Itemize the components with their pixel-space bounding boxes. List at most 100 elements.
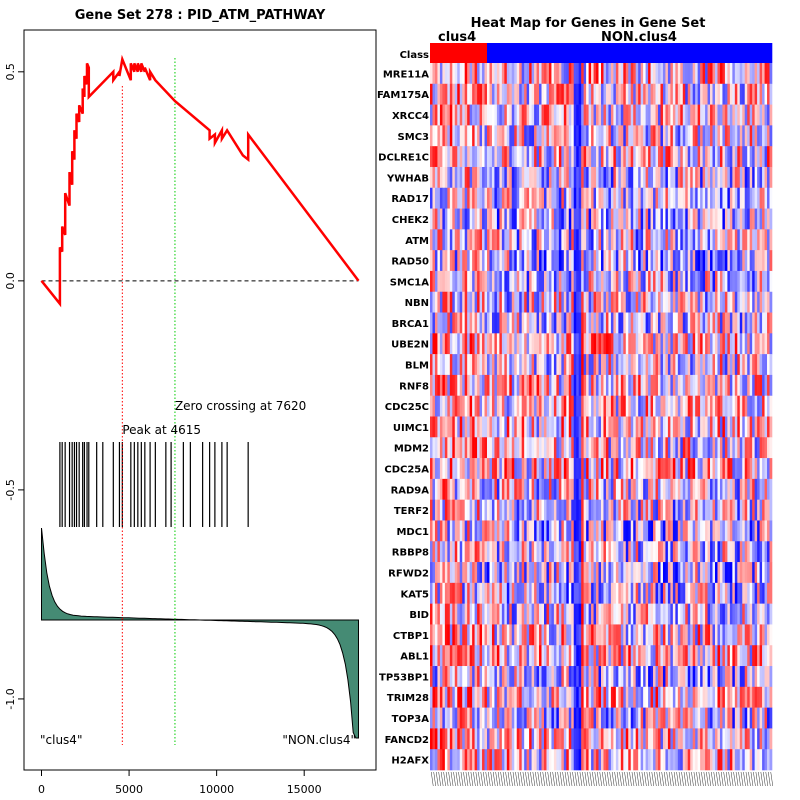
- heatmap-cell: [628, 686, 632, 708]
- heatmap-cell: [739, 499, 743, 521]
- heatmap-cell: [601, 686, 604, 708]
- heatmap-cell: [511, 541, 515, 563]
- heatmap-cell: [633, 582, 636, 604]
- heatmap-cell: [509, 520, 513, 542]
- heatmap-cell: [680, 187, 684, 209]
- heatmap-cell: [705, 749, 708, 771]
- heatmap-cell: [620, 250, 624, 272]
- heatmap-cell: [449, 104, 453, 126]
- heatmap-cell: [660, 312, 664, 334]
- heatmap-cell: [655, 499, 659, 521]
- heatmap-cell: [598, 624, 602, 646]
- heatmap-cell: [553, 624, 557, 646]
- heatmap-cell: [729, 333, 733, 355]
- heatmap-cell: [504, 686, 508, 708]
- heatmap-cell: [596, 686, 599, 708]
- heatmap-cell: [697, 603, 701, 625]
- heatmap-cell: [712, 187, 716, 209]
- heatmap-cell: [484, 624, 488, 646]
- heatmap-cell: [658, 478, 661, 500]
- heatmap-cell: [620, 229, 624, 251]
- heatmap-cell: [469, 187, 473, 209]
- heatmap-cell: [449, 499, 453, 521]
- heatmap-cell: [576, 666, 579, 688]
- heatmap-cell: [596, 624, 599, 646]
- heatmap-cell: [519, 728, 522, 750]
- heatmap-cell: [685, 666, 689, 688]
- heatmap-cell: [662, 395, 666, 417]
- heatmap-cell: [452, 395, 456, 417]
- heatmap-cell: [623, 250, 627, 272]
- heatmap-cell: [504, 749, 508, 771]
- heatmap-cell: [715, 499, 718, 521]
- heatmap-cell: [662, 666, 666, 688]
- heatmap-cell: [630, 166, 634, 189]
- heatmap-cell: [630, 146, 634, 168]
- heatmap-cell: [752, 666, 755, 688]
- heatmap-cell: [715, 749, 718, 771]
- heatmap-cell: [430, 374, 433, 396]
- heatmap-cell: [620, 499, 624, 521]
- heatmap-cell: [752, 603, 755, 625]
- heatmap-cell: [521, 666, 525, 688]
- sample-tick: [701, 771, 704, 787]
- heatmap-cell: [702, 666, 706, 688]
- heatmap-cell: [715, 645, 718, 667]
- heatmap-cell: [454, 520, 458, 542]
- heatmap-cell: [494, 707, 498, 729]
- gene-label: H2AFX: [391, 756, 429, 767]
- heatmap-cell: [598, 63, 602, 85]
- heatmap-cell: [531, 354, 535, 376]
- heatmap-cell: [474, 582, 478, 604]
- heatmap-cell: [496, 166, 500, 189]
- heatmap-cell: [767, 562, 770, 584]
- heatmap-cell: [467, 728, 470, 750]
- heatmap-cell: [496, 458, 500, 480]
- heatmap-cell: [534, 749, 537, 771]
- heatmap-cell: [754, 562, 758, 584]
- heatmap-cell: [551, 416, 555, 438]
- heatmap-cell: [665, 291, 669, 313]
- heatmap-cell: [444, 83, 448, 105]
- heatmap-cell: [526, 520, 530, 542]
- heatmap-cell: [650, 250, 654, 272]
- heatmap-cell: [640, 728, 644, 750]
- heatmap-cell: [675, 312, 679, 334]
- heatmap-cell: [697, 437, 701, 459]
- heatmap-cell: [534, 603, 537, 625]
- gene-label: TERF2: [394, 506, 429, 517]
- heatmap-cell: [677, 499, 681, 521]
- gene-label: NBN: [405, 298, 429, 309]
- sample-tick: [492, 771, 496, 787]
- heatmap-cell: [630, 187, 634, 209]
- heatmap-cell: [729, 499, 733, 521]
- heatmap-cell: [544, 707, 547, 729]
- heatmap-cell: [494, 666, 498, 688]
- heatmap-cell: [764, 728, 768, 750]
- heatmap-cell: [613, 250, 617, 272]
- heatmap-cell: [472, 749, 475, 771]
- heatmap-cell: [764, 582, 768, 604]
- heatmap-cell: [707, 229, 711, 251]
- heatmap-cell: [487, 166, 490, 189]
- heatmap-cell: [672, 707, 676, 729]
- heatmap-cell: [623, 229, 627, 251]
- heatmap-cell: [727, 686, 731, 708]
- heatmap-cell: [432, 478, 436, 500]
- heatmap-cell: [442, 208, 446, 230]
- heatmap-cell: [484, 270, 488, 293]
- heatmap-cell: [615, 478, 619, 500]
- heatmap-cell: [754, 333, 758, 355]
- heatmap-cell: [655, 333, 659, 355]
- heatmap-cell: [514, 166, 518, 189]
- heatmap-cell: [452, 312, 456, 334]
- heatmap-cell: [680, 83, 684, 105]
- heatmap-cell: [489, 749, 493, 771]
- heatmap-cell: [715, 83, 718, 105]
- heatmap-cell: [677, 146, 681, 168]
- heatmap-cell: [519, 582, 522, 604]
- heatmap-cell: [576, 374, 579, 396]
- heatmap-cell: [521, 63, 525, 85]
- heatmap-cell: [491, 125, 495, 147]
- heatmap-cell: [561, 686, 565, 708]
